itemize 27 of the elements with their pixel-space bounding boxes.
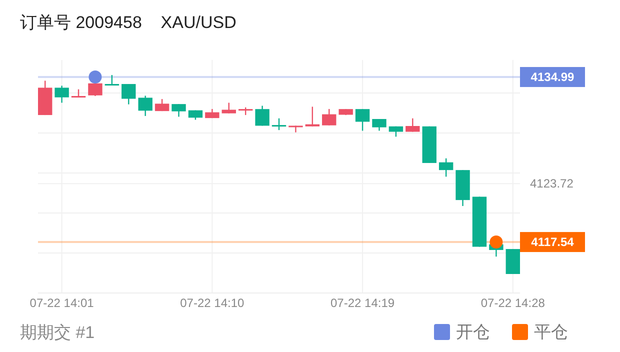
candlestick (272, 118, 286, 131)
x-tick-label: 07-22 14:19 (330, 296, 395, 310)
candlestick (372, 118, 386, 132)
candlestick (288, 125, 303, 133)
candlestick (255, 105, 270, 126)
legend-label: 平仓 (534, 322, 568, 342)
candlestick (438, 158, 454, 178)
y-tick-label: 4134.99 (530, 70, 575, 84)
candlestick (122, 83, 136, 105)
candlestick (172, 103, 186, 118)
x-tick-label: 07-22 14:28 (480, 296, 546, 310)
candlestick (322, 108, 336, 126)
text: 期期交 #1 (20, 323, 95, 342)
candlestick (222, 102, 236, 114)
candlestick (305, 106, 320, 127)
x-tick-label: 07-22 14:10 (180, 296, 245, 310)
y-tick-label: 4117.54 (531, 235, 574, 250)
candlestick (54, 85, 69, 104)
candlestick (406, 118, 420, 132)
candlestick (104, 74, 120, 86)
y-tick-label: 4123.72 (530, 176, 574, 191)
legend-label: 开仓 (456, 322, 490, 342)
candlestick (355, 108, 370, 132)
candlestick (154, 98, 170, 112)
chart-title: 订单号 2009458 XAU/USD (20, 13, 236, 32)
x-tick-label: 07-22 14:01 (30, 296, 94, 310)
candlestick (138, 95, 152, 117)
